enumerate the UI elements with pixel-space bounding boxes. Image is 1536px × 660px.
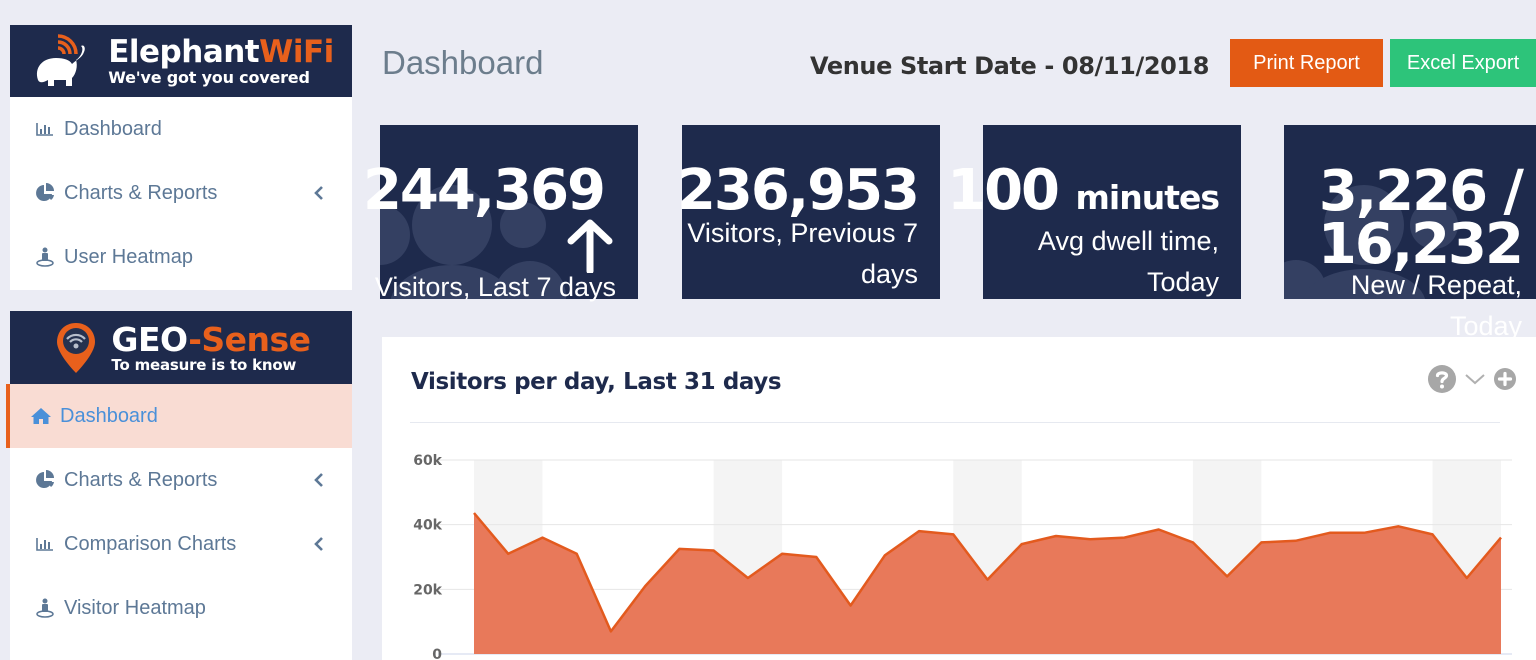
home-icon: [30, 405, 52, 427]
brand-name: GEO-Sense: [111, 319, 311, 359]
sidebar-item-user-heatmap[interactable]: User Heatmap: [10, 225, 352, 289]
chevron-left-icon: [312, 534, 326, 554]
sidebar-item-label: Comparison Charts: [64, 532, 237, 555]
stat-label: Visitors, Previous 7 days: [687, 218, 918, 289]
street-view-icon: [34, 597, 56, 619]
stat-card-visitors-last-7: 244,369 Visitors, Last 7 days: [363, 125, 638, 302]
geosense-panel: GEO-Sense To measure is to know Dashboar…: [6, 311, 352, 660]
print-report-button[interactable]: Print Report: [1230, 39, 1383, 87]
users-watermark-icon: [1284, 125, 1536, 299]
excel-export-button[interactable]: Excel Export: [1390, 39, 1536, 87]
y-tick-label: 0: [432, 647, 442, 660]
elephantwifi-panel: ElephantWiFi We've got you covered Dashb…: [10, 25, 352, 290]
sidebar-item-label: Charts & Reports: [64, 181, 218, 204]
geosense-brand: GEO-Sense To measure is to know: [10, 311, 352, 384]
sidebar-item-label: Dashboard: [60, 404, 158, 427]
sidebar-item-label: Charts & Reports: [64, 468, 218, 491]
stat-card-new-repeat: 3,226 / 16,232 New / Repeat, Today: [1284, 125, 1536, 341]
bar-chart-icon: [34, 118, 56, 140]
stat-value: 100 minutes: [947, 158, 1220, 223]
sidebar-item-geo-dashboard[interactable]: Dashboard: [6, 384, 352, 448]
geo-pin-logo-icon: [51, 317, 101, 379]
stat-label: New / Repeat, Today: [1350, 270, 1522, 341]
elephantwifi-brand: ElephantWiFi We've got you covered: [10, 25, 352, 97]
pie-chart-icon: [34, 469, 56, 491]
chart-toolbar: [1428, 365, 1516, 393]
help-icon[interactable]: [1428, 365, 1456, 393]
sidebar-item-comparison-charts[interactable]: Comparison Charts: [10, 512, 352, 576]
page-title: Dashboard: [382, 44, 544, 81]
y-tick-label: 20k: [413, 582, 442, 598]
street-view-icon: [34, 246, 56, 268]
visitors-per-day-chart-card: Visitors per day, Last 31 days 0 20k 40k 60…: [382, 337, 1536, 660]
chevron-left-icon: [312, 470, 326, 490]
sidebar-item-geo-charts-reports[interactable]: Charts & Reports: [10, 448, 352, 512]
chevron-left-icon: [312, 183, 326, 203]
sidebar-item-label: Dashboard: [64, 117, 162, 140]
sidebar-item-charts-reports[interactable]: Charts & Reports: [10, 161, 352, 225]
area-chart: 0 20k 40k 60k: [413, 453, 1512, 660]
stat-value: 236,953: [676, 158, 920, 223]
plus-circle-icon[interactable]: [1494, 368, 1516, 390]
stat-card-avg-dwell: 100 minutes Avg dwell time, Today: [947, 125, 1241, 299]
stat-card-visitors-previous-7: 236,953 Visitors, Previous 7 days: [677, 125, 940, 299]
chart-title: Visitors per day, Last 31 days: [411, 369, 782, 395]
brand-tagline: We've got you covered: [108, 67, 310, 87]
stat-label: Visitors, Last 7 days: [374, 271, 616, 302]
brand-name: ElephantWiFi: [108, 33, 334, 70]
venue-start-date: Venue Start Date - 08/11/2018: [810, 52, 1210, 80]
sidebar-item-label: User Heatmap: [64, 245, 193, 268]
chart-divider: [410, 422, 1500, 423]
elephant-logo-icon: [28, 30, 98, 92]
bar-chart-icon: [34, 533, 56, 555]
area-fill: [474, 513, 1501, 654]
chevron-down-icon[interactable]: [1464, 372, 1486, 386]
y-tick-label: 40k: [413, 518, 442, 534]
sidebar-item-visitor-heatmap[interactable]: Visitor Heatmap: [10, 576, 352, 640]
stat-value: 244,369: [362, 158, 606, 223]
pie-chart-icon: [34, 182, 56, 204]
y-tick-label: 60k: [413, 453, 442, 469]
stat-label: Avg dwell time, Today: [1037, 226, 1219, 297]
stat-value: 3,226 / 16,232: [1317, 159, 1524, 278]
users-watermark-icon: [380, 125, 638, 299]
brand-tagline: To measure is to know: [111, 355, 297, 374]
stat-unit: minutes: [1075, 178, 1220, 217]
series-line[interactable]: [473, 512, 1502, 633]
arrow-up-icon: [565, 219, 615, 275]
sidebar-item-label: Visitor Heatmap: [64, 596, 206, 619]
sidebar-item-dashboard[interactable]: Dashboard: [10, 97, 352, 161]
